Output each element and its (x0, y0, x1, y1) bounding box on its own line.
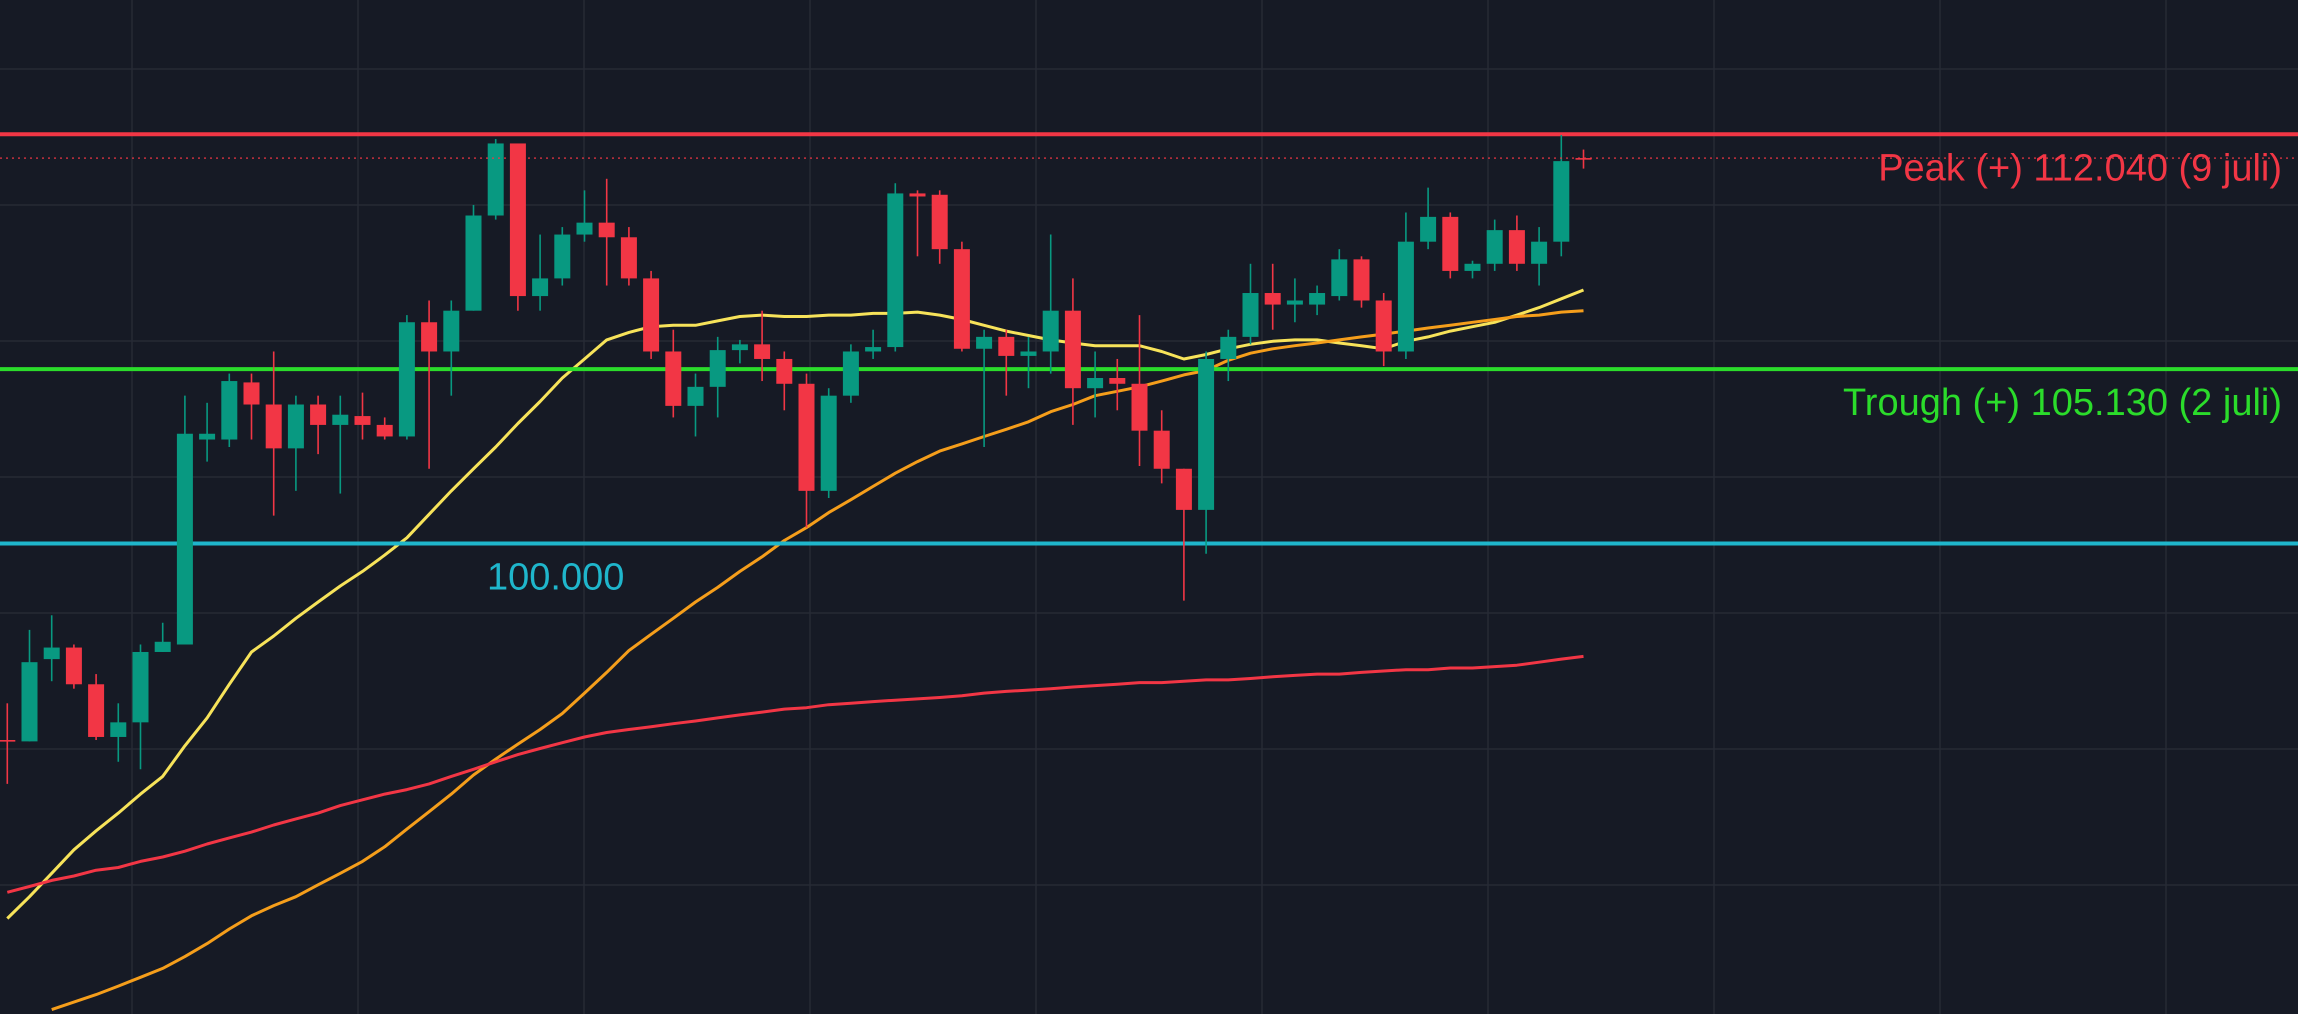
candle-body (332, 414, 349, 425)
candle-body (865, 347, 882, 352)
candle-body (287, 404, 304, 449)
candle-body (576, 222, 593, 235)
level-label: Trough (+) 105.130 (2 juli) (1843, 382, 2282, 424)
candle-body (643, 278, 660, 352)
candle-body (1064, 310, 1081, 389)
level-label: 100.000 (487, 557, 624, 599)
candle-body (1175, 468, 1192, 510)
candle-body (132, 651, 149, 723)
candle-body (1242, 293, 1259, 337)
candle-body (754, 344, 771, 359)
candle-body (110, 722, 127, 737)
candle-body (176, 433, 193, 645)
candle-body (953, 249, 970, 349)
candle-body (931, 194, 948, 250)
candle-body (1109, 377, 1126, 384)
moving-average (51, 309, 1584, 1012)
candle-body (1553, 161, 1570, 242)
candle-body (976, 336, 993, 349)
candle-body (1375, 300, 1392, 352)
candle-body (154, 641, 171, 652)
candle-body (43, 647, 60, 660)
candle-body (1397, 241, 1414, 352)
candle-body (620, 237, 637, 279)
candle-body (909, 193, 926, 197)
candle-body (1042, 310, 1059, 352)
candle-body (887, 193, 904, 348)
candle-body (842, 351, 859, 396)
candle-body (1575, 158, 1592, 160)
candle-body (1420, 216, 1437, 242)
candle-body (532, 278, 549, 297)
candle-body (1508, 230, 1525, 264)
candle-body (776, 358, 793, 384)
candle-body (443, 310, 460, 352)
candle-body (1464, 263, 1481, 271)
candle-body (1220, 336, 1237, 359)
candle-body (1131, 383, 1148, 431)
candle-body (1309, 293, 1326, 305)
candle-body (798, 383, 815, 491)
candle-body (1531, 241, 1548, 264)
candle-body (265, 404, 282, 449)
candle-body (1486, 230, 1503, 264)
candle-body (687, 386, 704, 406)
candle-body (376, 424, 393, 437)
candle-body (1442, 216, 1459, 271)
moving-average (6, 654, 1584, 894)
candle-body (0, 740, 16, 742)
candle-body (1353, 259, 1370, 301)
candle-body (199, 433, 216, 440)
candle-body (1020, 351, 1037, 356)
candle-body (398, 322, 415, 437)
candle-body (509, 143, 526, 297)
candle-body (709, 350, 726, 387)
candle-body (465, 215, 482, 311)
candle-body (665, 351, 682, 406)
candle-body (731, 344, 748, 351)
moving-average (6, 288, 1585, 920)
candle-body (1198, 358, 1215, 510)
candle-body (88, 684, 105, 737)
candle-body (1264, 293, 1281, 305)
candle-body (1286, 300, 1303, 305)
candle-body (421, 322, 438, 352)
candle-body (1087, 377, 1104, 389)
candle-body (487, 143, 504, 216)
candle-body (1331, 259, 1348, 297)
candle-body (65, 647, 82, 685)
level-label: Peak (+) 112.040 (9 juli) (1878, 147, 2282, 189)
candle-body (21, 662, 38, 742)
candle-body (554, 234, 571, 279)
candle-body (243, 382, 260, 405)
candle-body (598, 222, 615, 238)
candle-body (998, 336, 1015, 356)
candle-body (820, 395, 837, 491)
candle-body (354, 416, 371, 425)
candle-body (1153, 430, 1170, 469)
candle-body (310, 404, 327, 425)
candle-body (221, 381, 238, 440)
